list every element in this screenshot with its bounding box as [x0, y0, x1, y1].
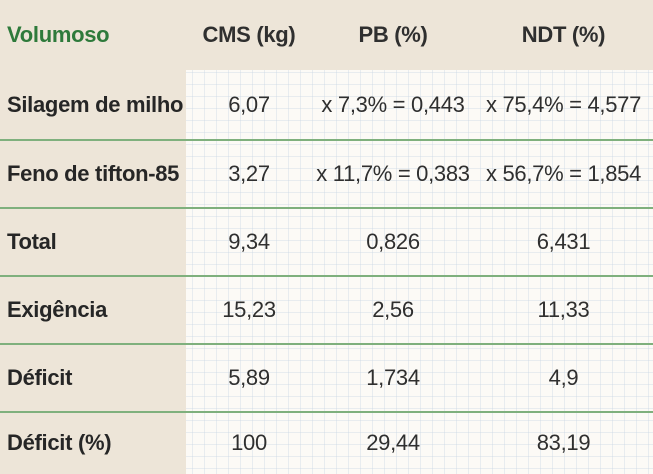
- row-label: Déficit (%): [7, 430, 112, 455]
- table-row: Total 9,34 0,826 6,431: [0, 208, 653, 276]
- cell-pb: x 7,3% = 0,443: [321, 92, 465, 117]
- cell-ndt: 11,33: [537, 297, 590, 322]
- header-pb: PB (%): [358, 22, 428, 47]
- cell-pb: x 11,7% = 0,383: [316, 161, 470, 186]
- cell-ndt: x 56,7% = 1,854: [485, 161, 642, 186]
- cell-cms: 5,89: [228, 365, 270, 390]
- row-separator: [0, 207, 653, 209]
- row-label: Silagem de milho: [7, 92, 184, 117]
- cell-cms: 9,34: [228, 229, 270, 254]
- header-cms: CMS (kg): [202, 22, 296, 47]
- row-label: Feno de tifton-85: [7, 161, 180, 186]
- table-header-row: Volumoso CMS (kg) PB (%) NDT (%): [0, 0, 653, 70]
- row-separator: [0, 343, 653, 345]
- row-label: Exigência: [7, 297, 108, 322]
- cell-ndt: 4,9: [548, 365, 579, 390]
- cell-ndt: x 75,4% = 4,577: [485, 92, 642, 117]
- row-separator: [0, 275, 653, 277]
- row-separator: [0, 139, 653, 141]
- cell-cms: 6,07: [228, 92, 270, 117]
- cell-ndt: 83,19: [536, 430, 591, 455]
- row-separator: [0, 411, 653, 413]
- cell-pb: 0,826: [366, 229, 420, 254]
- header-volumoso: Volumoso: [7, 22, 110, 47]
- cell-ndt: 6,431: [536, 229, 591, 254]
- table-row: Exigência 15,23 2,56 11,33: [0, 276, 653, 344]
- header-band: [0, 0, 653, 70]
- table-row: Déficit (%) 100 29,44 83,19: [0, 412, 653, 474]
- cell-pb: 2,56: [372, 297, 414, 322]
- cell-pb: 29,44: [366, 430, 420, 455]
- label-column-band: [0, 70, 186, 474]
- row-label: Déficit: [7, 365, 73, 390]
- table-row: Déficit 5,89 1,734 4,9: [0, 344, 653, 412]
- cell-cms: 3,27: [228, 161, 270, 186]
- table-row: Silagem de milho 6,07 x 7,3% = 0,443 x 7…: [0, 70, 653, 140]
- cell-pb: 1,734: [366, 365, 420, 390]
- cell-cms: 15,23: [222, 297, 276, 322]
- row-label: Total: [7, 229, 57, 254]
- table-row: Feno de tifton-85 3,27 x 11,7% = 0,383 x…: [0, 140, 653, 208]
- header-ndt: NDT (%): [521, 22, 606, 47]
- cell-cms: 100: [231, 430, 267, 455]
